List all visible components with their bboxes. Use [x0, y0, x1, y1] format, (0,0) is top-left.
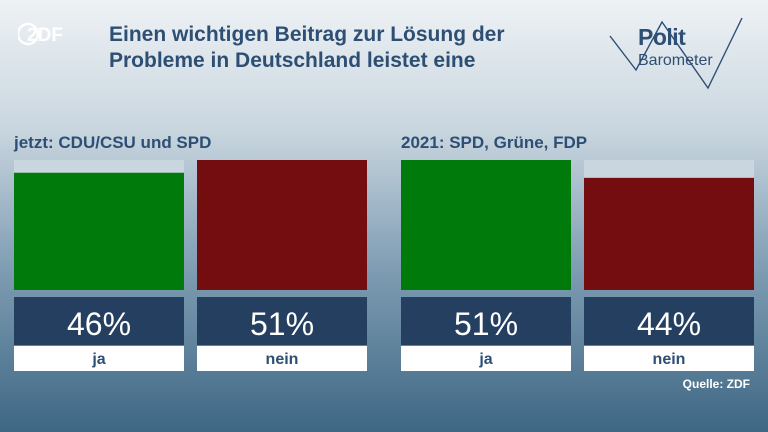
bar-nein [197, 160, 367, 290]
category-label: ja [91, 351, 105, 368]
data-label: 44% [637, 306, 701, 342]
bar-ja [401, 160, 571, 290]
bar-nein [584, 177, 754, 290]
politbarometer-zigzag-icon [609, 17, 743, 90]
data-label: 51% [250, 306, 314, 342]
value-box [401, 297, 571, 345]
data-label: 51% [454, 306, 518, 342]
chart-title-line2: Probleme in Deutschland leistet eine [109, 49, 476, 72]
data-label: 46% [67, 306, 131, 342]
zdf-logo: 2DF [18, 22, 78, 46]
category-label: nein [653, 351, 686, 368]
bar-ja [14, 172, 184, 290]
source-note: Quelle: ZDF [682, 377, 750, 391]
chart-title: Einen wichtigen Beitrag zur Lösung der P… [109, 22, 579, 74]
category-label-box [197, 346, 367, 371]
category-label: ja [478, 351, 492, 368]
category-label-box [401, 346, 571, 371]
politbarometer-word-polit: Polit [638, 24, 686, 50]
category-label-box [14, 346, 184, 371]
value-box [584, 297, 754, 345]
politbarometer-word-barometer: Barometer [638, 52, 713, 69]
zdf-logo-text: 2DF [27, 25, 63, 46]
category-label-box [584, 346, 754, 371]
panel-title-2021: 2021: SPD, Grüne, FDP [401, 133, 588, 152]
value-box [14, 297, 184, 345]
value-box [197, 297, 367, 345]
category-label: nein [266, 351, 299, 368]
politbarometer-logo: Polit Barometer [604, 12, 754, 92]
panel-title-jetzt: jetzt: CDU/CSU und SPD [14, 133, 212, 152]
chart-title-line1: Einen wichtigen Beitrag zur Lösung der [109, 23, 505, 46]
